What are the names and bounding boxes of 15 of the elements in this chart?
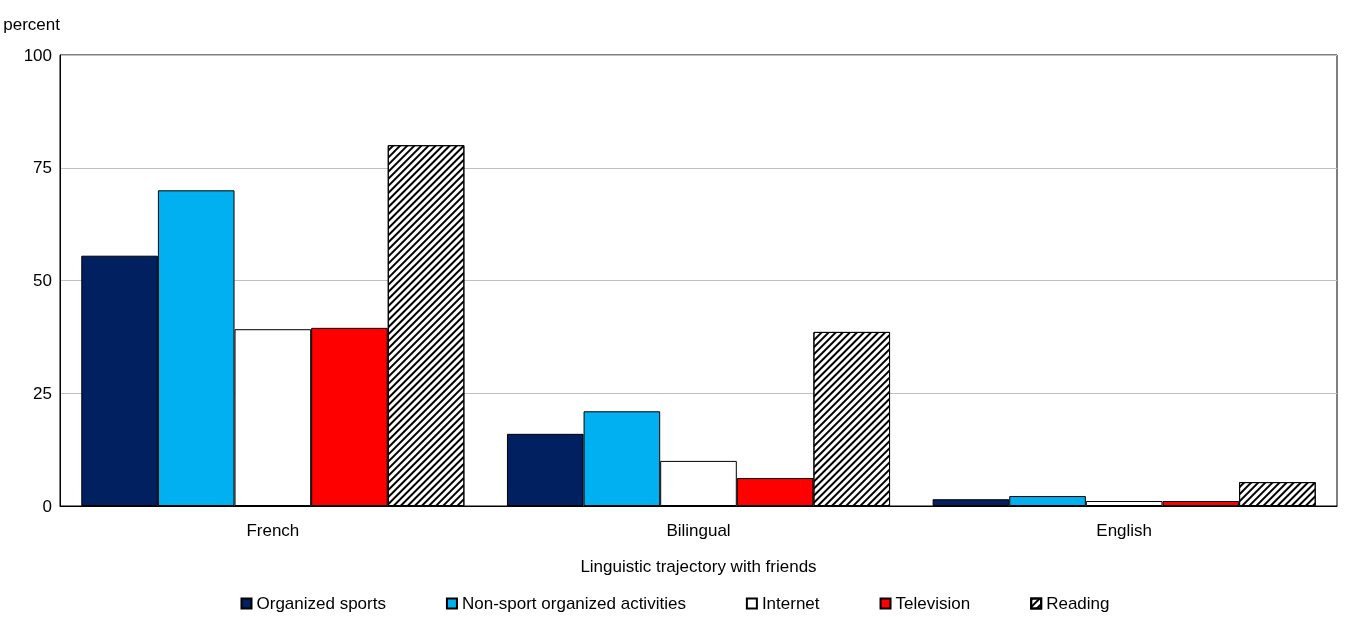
y-tick-label: 50 (33, 271, 52, 290)
y-tick-label: 25 (33, 383, 52, 403)
legend-label: Organized sports (256, 594, 386, 613)
legend-label: Non-sport organized activities (461, 594, 686, 613)
x-axis-title: Linguistic trajectory with friends (580, 557, 817, 576)
x-tick-label: French (246, 521, 300, 540)
x-tick-label: English (1096, 521, 1153, 540)
y-axis-title: percent (3, 15, 61, 34)
legend-label: Television (895, 594, 971, 613)
legend-label: Reading (1046, 594, 1110, 613)
y-tick-label: 0 (42, 496, 52, 516)
x-tick-label: Bilingual (666, 521, 731, 540)
legend-label: Internet (761, 594, 820, 613)
y-tick-label: 100 (23, 45, 52, 65)
y-tick-label: 75 (33, 158, 52, 178)
